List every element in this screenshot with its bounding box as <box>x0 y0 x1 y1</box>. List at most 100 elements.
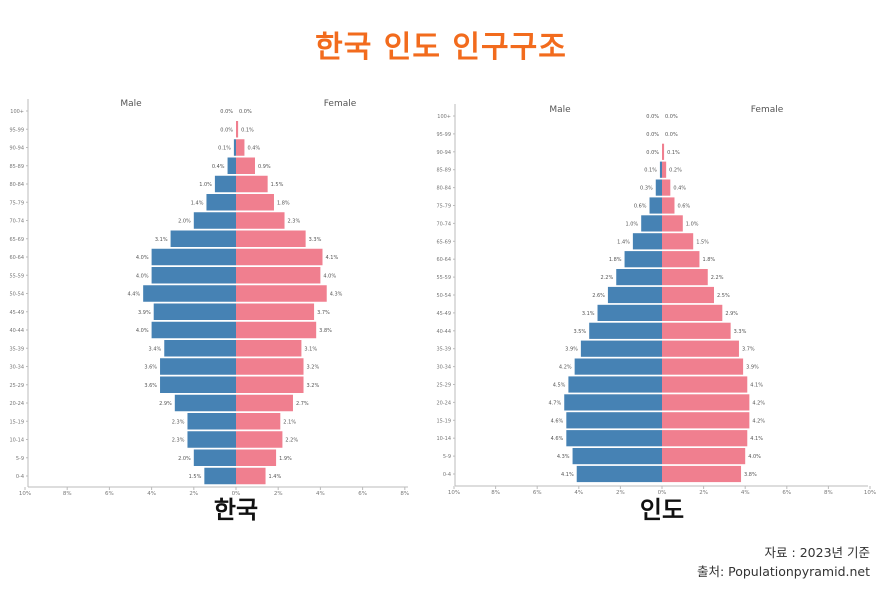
male-bar <box>151 267 236 284</box>
male-bar <box>649 197 662 214</box>
male-bar <box>655 179 662 196</box>
male-bar <box>564 394 662 411</box>
x-tick-label: 6% <box>782 490 791 496</box>
female-value-label: 2.7% <box>296 401 309 407</box>
female-value-label: 3.8% <box>319 328 332 334</box>
legend-male: Male <box>120 99 142 109</box>
male-value-label: 3.6% <box>144 383 157 389</box>
age-group-label: 90-94 <box>9 146 24 152</box>
age-group-label: 30-34 <box>9 365 24 371</box>
female-bar <box>236 467 266 485</box>
female-value-label: 0.0% <box>665 132 678 138</box>
age-group-label: 80-84 <box>9 182 24 188</box>
female-bar <box>236 121 239 138</box>
male-value-label: 3.6% <box>144 365 157 371</box>
male-value-label: 1.4% <box>617 239 630 245</box>
female-bar <box>662 269 708 286</box>
x-tick-label: 2% <box>189 491 198 497</box>
male-value-label: 4.5% <box>553 383 566 389</box>
x-tick-label: 8% <box>824 490 833 496</box>
x-tick-label: 4% <box>147 491 156 497</box>
main-title: 한국 인도 인구구조 <box>315 30 567 65</box>
female-bar <box>236 285 327 302</box>
male-value-label: 4.7% <box>549 400 562 406</box>
x-tick-label: 10% <box>19 491 31 497</box>
male-bar <box>187 431 236 448</box>
age-group-label: 85-89 <box>9 164 24 170</box>
age-group-label: 65-69 <box>9 237 24 243</box>
female-value-label: 1.4% <box>269 474 282 480</box>
male-value-label: 3.1% <box>582 311 595 317</box>
x-tick-label: 4% <box>316 491 325 497</box>
female-bar <box>236 340 302 357</box>
female-bar <box>236 139 245 156</box>
male-value-label: 4.6% <box>551 418 564 424</box>
x-tick-label: 4% <box>574 490 583 496</box>
male-value-label: 4.6% <box>551 436 564 442</box>
female-bar <box>236 175 268 193</box>
female-value-label: 4.1% <box>326 255 339 261</box>
male-bar <box>151 248 236 266</box>
male-bar <box>206 194 236 211</box>
female-value-label: 0.9% <box>258 164 271 170</box>
x-tick-label: 2% <box>274 491 283 497</box>
male-bar <box>616 269 662 286</box>
male-value-label: 3.1% <box>155 237 168 243</box>
pyramid-1: Male Female 10% 8% 6% 4% 2% 0% 2% 4% 6% 8% 10% 100+ 0.… <box>436 104 876 524</box>
female-bar <box>236 194 274 211</box>
male-bar <box>160 358 236 375</box>
age-group-label: 65-69 <box>436 239 451 245</box>
male-value-label: 4.4% <box>127 292 140 298</box>
female-value-label: 3.3% <box>734 329 747 335</box>
male-bar <box>151 321 236 339</box>
male-value-label: 0.3% <box>640 186 653 192</box>
female-value-label: 3.2% <box>307 365 320 371</box>
x-tick-label: 8% <box>400 491 409 497</box>
age-group-label: 10-14 <box>436 436 451 442</box>
female-value-label: 0.4% <box>247 146 260 152</box>
age-group-label: 20-24 <box>436 400 451 406</box>
female-value-label: 2.2% <box>711 275 724 281</box>
male-value-label: 2.9% <box>159 401 172 407</box>
male-value-label: 0.0% <box>646 132 659 138</box>
male-bar <box>574 358 662 375</box>
female-bar <box>662 251 700 268</box>
x-tick-label: 0% <box>232 491 241 497</box>
male-value-label: 4.0% <box>136 273 149 279</box>
female-bar <box>662 286 714 304</box>
age-group-label: 70-74 <box>9 219 24 225</box>
female-value-label: 4.1% <box>750 383 763 389</box>
male-bar <box>164 340 236 357</box>
female-value-label: 1.0% <box>686 221 699 227</box>
female-bar <box>236 267 321 284</box>
female-bar <box>236 321 317 339</box>
female-bar <box>236 157 255 174</box>
female-value-label: 0.4% <box>673 186 686 192</box>
age-group-label: 40-44 <box>436 329 451 335</box>
male-bar <box>227 157 236 174</box>
female-value-label: 2.5% <box>717 293 730 299</box>
female-value-label: 1.8% <box>277 200 290 206</box>
age-group-label: 40-44 <box>9 328 24 334</box>
female-bar <box>236 449 277 466</box>
credit-note: 출처: Populationpyramid.net <box>696 564 870 579</box>
country-label: 한국 <box>214 496 258 524</box>
source-note: 자료 : 2023년 기준 <box>764 545 870 560</box>
male-value-label: 1.4% <box>191 200 204 206</box>
legend-female: Female <box>751 105 784 115</box>
female-value-label: 0.1% <box>241 127 254 133</box>
age-group-label: 55-59 <box>9 273 24 279</box>
male-bar <box>624 251 662 268</box>
male-value-label: 0.1% <box>218 146 231 152</box>
female-bar <box>236 431 283 448</box>
male-value-label: 4.0% <box>136 328 149 334</box>
male-value-label: 0.6% <box>634 204 647 210</box>
female-value-label: 2.1% <box>283 419 296 425</box>
age-group-label: 45-49 <box>436 311 451 317</box>
male-value-label: 0.1% <box>644 168 657 174</box>
age-group-label: 90-94 <box>436 150 451 156</box>
age-group-label: 10-14 <box>9 438 24 444</box>
female-bar <box>662 322 731 339</box>
male-value-label: 1.8% <box>609 257 622 263</box>
male-value-label: 2.3% <box>172 419 185 425</box>
